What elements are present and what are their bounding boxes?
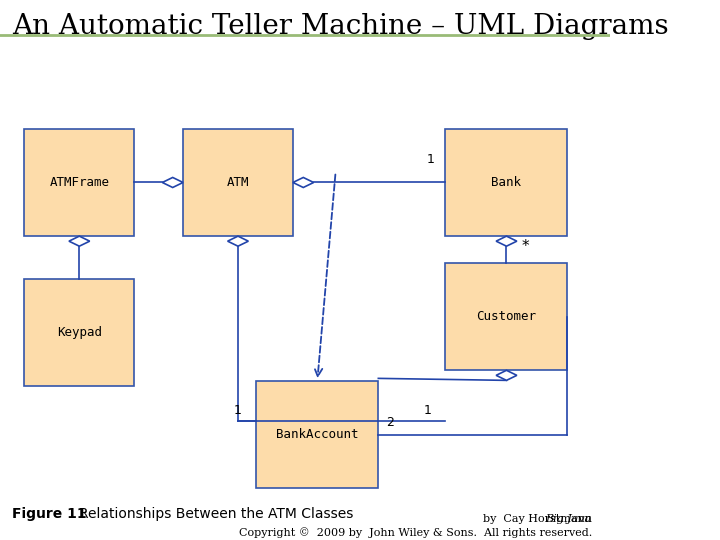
Text: ATM: ATM <box>227 176 249 189</box>
FancyBboxPatch shape <box>24 279 134 387</box>
Text: 1: 1 <box>423 404 431 417</box>
FancyBboxPatch shape <box>24 129 134 236</box>
Text: Customer: Customer <box>477 310 536 323</box>
Text: Bank: Bank <box>492 176 521 189</box>
Text: BankAccount: BankAccount <box>276 428 359 441</box>
Polygon shape <box>228 236 248 246</box>
Text: *: * <box>522 239 529 254</box>
Text: 2: 2 <box>387 416 395 429</box>
Text: 1: 1 <box>426 153 434 166</box>
Text: Relationships Between the ATM Classes: Relationships Between the ATM Classes <box>79 507 354 521</box>
FancyBboxPatch shape <box>446 129 567 236</box>
Polygon shape <box>496 236 517 246</box>
Text: Big Java: Big Java <box>546 514 592 524</box>
Polygon shape <box>162 178 183 187</box>
Text: Figure 11: Figure 11 <box>12 507 87 521</box>
Text: Copyright ©  2009 by  John Wiley & Sons.  All rights reserved.: Copyright © 2009 by John Wiley & Sons. A… <box>238 527 592 538</box>
Text: 1: 1 <box>234 404 242 417</box>
Text: by  Cay Horstmann: by Cay Horstmann <box>434 514 592 524</box>
FancyBboxPatch shape <box>183 129 293 236</box>
Polygon shape <box>69 236 90 246</box>
Text: An Automatic Teller Machine – UML Diagrams: An Automatic Teller Machine – UML Diagra… <box>12 14 669 40</box>
Polygon shape <box>293 178 314 187</box>
Text: ATMFrame: ATMFrame <box>50 176 109 189</box>
FancyBboxPatch shape <box>256 381 378 488</box>
FancyBboxPatch shape <box>446 263 567 370</box>
Polygon shape <box>496 370 517 380</box>
Text: Keypad: Keypad <box>57 326 102 339</box>
